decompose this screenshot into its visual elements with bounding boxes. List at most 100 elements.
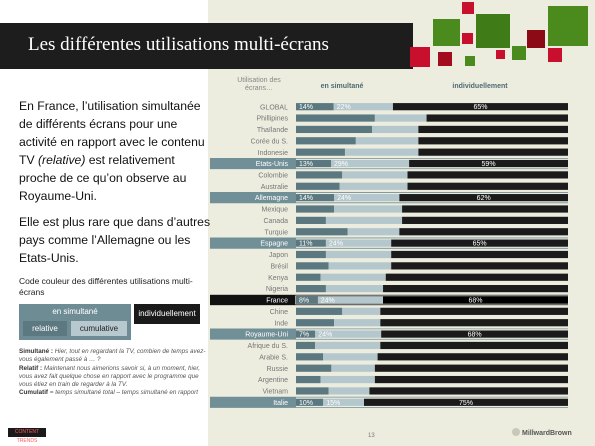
bar-relative-mexique bbox=[296, 205, 335, 213]
bar-individual-inde bbox=[380, 319, 568, 327]
category-label-global: GLOBAL bbox=[260, 104, 288, 111]
value-label-relative-italie: 10% bbox=[299, 400, 313, 407]
category-label-thailande: Thaïlande bbox=[257, 127, 288, 134]
note-cumulatif-label: Cumulatif bbox=[19, 389, 49, 397]
bar-cumulative-colombie bbox=[342, 171, 408, 179]
brand-dot-icon bbox=[512, 428, 520, 436]
value-label-relative-france: 8% bbox=[299, 297, 309, 304]
value-label-individual-etats-unis: 59% bbox=[482, 161, 496, 168]
category-label-nigeria: Nigeria bbox=[266, 286, 288, 293]
bar-relative-inde bbox=[296, 319, 335, 327]
bar-individual-canada bbox=[402, 216, 568, 224]
bar-cumulative-kenya bbox=[320, 273, 386, 281]
bar-relative-colombie bbox=[296, 171, 343, 179]
bar-cumulative-turquie bbox=[347, 228, 400, 236]
bar-relative-afrique-du-s bbox=[296, 341, 316, 350]
bar-relative-vietnam bbox=[296, 387, 329, 395]
bar-relative-kenya bbox=[296, 273, 321, 281]
bar-relative-allemagne bbox=[296, 194, 335, 202]
category-label-coree-du-s: Corée du S. bbox=[251, 138, 288, 145]
value-label-individual-allemagne: 62% bbox=[477, 195, 491, 202]
bar-cumulative-argentine bbox=[320, 375, 375, 384]
category-label-indonesie: Indonesie bbox=[258, 150, 288, 157]
row-highlight-espagne bbox=[210, 237, 296, 249]
bar-cumulative-afrique-du-s bbox=[315, 341, 381, 350]
bar-relative-bresil bbox=[296, 262, 329, 270]
bar-individual-italie bbox=[364, 398, 568, 406]
bar-individual-colombie bbox=[407, 171, 568, 179]
brand-name: MillwardBrown bbox=[522, 430, 572, 437]
bar-relative-russie bbox=[296, 364, 332, 372]
bar-relative-chine bbox=[296, 307, 343, 315]
bar-relative-royaume-uni bbox=[296, 330, 316, 338]
decor-square-green-4 bbox=[548, 6, 588, 46]
bar-cumulative-global bbox=[333, 103, 393, 111]
category-label-kenya: Kenya bbox=[268, 275, 288, 282]
category-label-colombie: Colombie bbox=[258, 173, 288, 180]
category-label-inde: Inde bbox=[274, 320, 288, 327]
bar-relative-france bbox=[296, 296, 318, 304]
bar-individual-phillipines bbox=[426, 114, 568, 122]
bar-relative-australie bbox=[296, 182, 340, 190]
bar-cumulative-france bbox=[317, 296, 384, 304]
bar-relative-coree-du-s bbox=[296, 137, 356, 145]
row-highlight-italie bbox=[210, 397, 296, 408]
bar-individual-etats-unis bbox=[409, 159, 568, 168]
value-label-cumulative-global: 22% bbox=[337, 104, 351, 111]
legend-individual-swatch: individuellement bbox=[134, 304, 200, 324]
bar-cumulative-japon bbox=[325, 250, 392, 259]
category-label-japon: Japon bbox=[269, 252, 288, 259]
bar-cumulative-chine bbox=[342, 307, 381, 315]
bar-cumulative-russie bbox=[331, 364, 375, 372]
category-label-canada: Canada bbox=[263, 218, 288, 225]
decor-square-red-1 bbox=[410, 47, 430, 67]
category-label-allemagne: Allemagne bbox=[255, 195, 288, 202]
value-label-individual-espagne: 65% bbox=[473, 241, 487, 248]
bar-individual-russie bbox=[374, 364, 568, 372]
second-paragraph: Elle est plus rare que dans d’autres pay… bbox=[19, 215, 211, 265]
bar-individual-kenya bbox=[385, 273, 568, 281]
note-simultane-label: Simultané : bbox=[19, 348, 53, 355]
bar-relative-canada bbox=[296, 216, 326, 224]
bar-individual-vietnam bbox=[369, 387, 568, 395]
bar-individual-nigeria bbox=[383, 285, 568, 293]
value-label-relative-global: 14% bbox=[299, 104, 313, 111]
category-label-phillipines: Phillipines bbox=[256, 116, 288, 123]
millward-brown-logo: MillwardBrown bbox=[512, 428, 572, 437]
legend-simultaneous-label: en simultané bbox=[52, 307, 98, 316]
category-label-argentine: Argentine bbox=[258, 377, 288, 384]
bar-individual-royaume-uni bbox=[381, 330, 568, 338]
bar-individual-global bbox=[392, 103, 568, 111]
category-label-vietnam: Vietnam bbox=[262, 389, 288, 396]
bar-relative-arabie-s bbox=[296, 353, 324, 361]
bar-relative-turquie bbox=[296, 228, 348, 236]
value-label-cumulative-allemagne: 24% bbox=[337, 195, 351, 202]
note-relatif-text: Maintenant nous aimerions savoir si, à u… bbox=[19, 364, 200, 389]
bar-cumulative-canada bbox=[325, 216, 403, 224]
note-relatif-label: Relatif : bbox=[19, 364, 43, 372]
value-label-individual-france: 68% bbox=[469, 297, 483, 304]
value-label-relative-etats-unis: 13% bbox=[299, 161, 313, 168]
category-label-turquie: Turquie bbox=[265, 229, 289, 236]
bar-relative-phillipines bbox=[296, 114, 375, 122]
bar-relative-argentine bbox=[296, 375, 321, 384]
bar-cumulative-thailande bbox=[372, 125, 419, 134]
bar-cumulative-etats-unis bbox=[331, 159, 410, 168]
category-label-etats-unis: Etats-Unis bbox=[256, 161, 289, 168]
intro-text-a: En France, l’utilisation simultanée de d… bbox=[19, 99, 205, 167]
decor-square-green-5 bbox=[465, 56, 475, 66]
bar-cumulative-inde bbox=[334, 319, 381, 327]
bar-cumulative-vietnam bbox=[328, 387, 370, 395]
bar-outline-france bbox=[295, 295, 569, 305]
bar-individual-allemagne bbox=[399, 194, 568, 202]
definitions-notes: Simultané : Hier, tout en regardant la T… bbox=[19, 348, 209, 398]
category-label-afrique-du-s: Afrique du S. bbox=[248, 343, 289, 350]
decor-square-green-1 bbox=[433, 19, 460, 46]
bar-relative-espagne bbox=[296, 239, 326, 247]
bar-cumulative-espagne bbox=[325, 239, 392, 247]
bar-relative-global bbox=[296, 103, 334, 111]
intro-paragraph: En France, l’utilisation simultanée de d… bbox=[19, 97, 214, 205]
value-label-cumulative-royaume-uni: 24% bbox=[318, 332, 332, 339]
page-number: 13 bbox=[368, 433, 375, 439]
note-cumulatif-text: = temps simultané total – temps simultan… bbox=[48, 389, 199, 397]
